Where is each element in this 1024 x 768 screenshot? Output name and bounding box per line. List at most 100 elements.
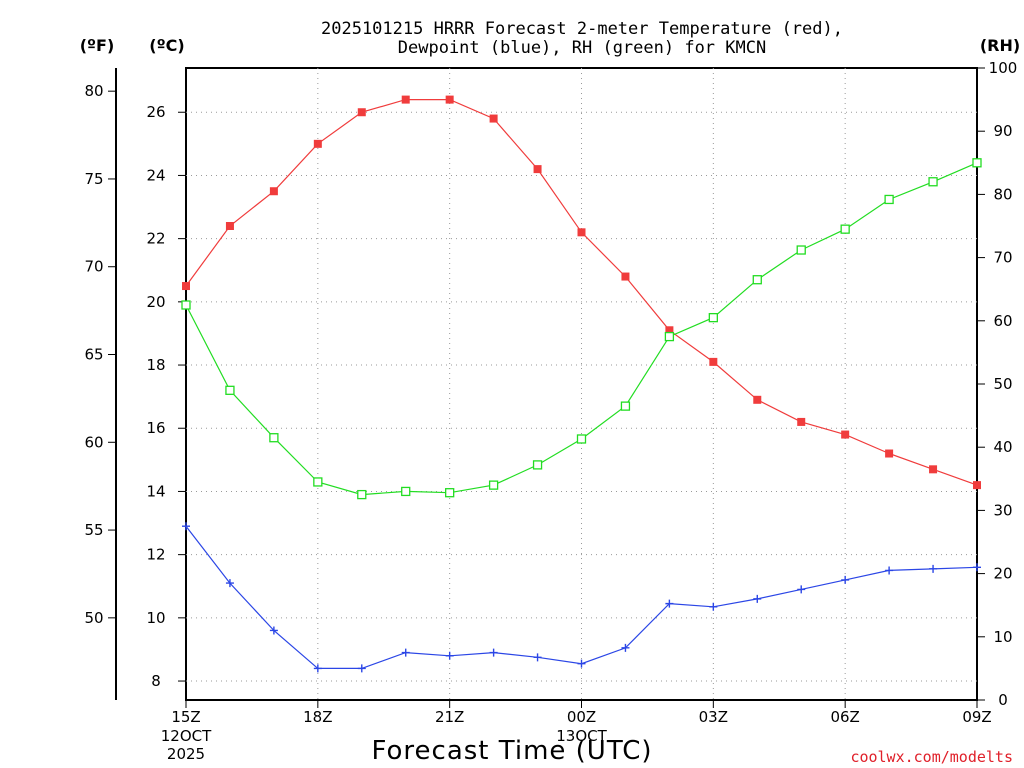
series-layer (181, 95, 982, 673)
celsius-tick-label: 8 (151, 672, 161, 690)
x-tick-label: 00Z (567, 708, 596, 726)
x-tick-year-label: 2025 (167, 745, 205, 763)
temperature-line (185, 98, 978, 486)
rh-tick-label: 60 (993, 312, 1012, 330)
rh-point (269, 433, 279, 443)
rh-tick-label: 40 (993, 438, 1012, 456)
temperature-point (577, 228, 586, 237)
celsius-tick-label: 18 (146, 356, 165, 374)
dewpoint-line (185, 525, 978, 670)
x-axis-label: Forecast Time (UTC) (371, 736, 652, 766)
fahrenheit-tick-label: 55 (84, 521, 103, 539)
fahrenheit-tick-label: 65 (84, 346, 103, 364)
rh-point (928, 177, 938, 187)
dewpoint-point (841, 575, 850, 584)
temperature-point (225, 222, 234, 230)
rh-tick-label: 70 (993, 249, 1012, 267)
celsius-tick-label: 24 (146, 166, 165, 184)
temperature-point (841, 430, 850, 439)
celsius-tick-label: 26 (146, 103, 165, 121)
fahrenheit-tick-label: 75 (84, 170, 103, 188)
rh-point (796, 245, 806, 255)
dewpoint-point (665, 599, 674, 608)
rh-tick-label: 50 (993, 375, 1012, 393)
rh-tick-label: 0 (998, 691, 1008, 709)
rh-point (972, 158, 982, 168)
temperature-point (753, 395, 762, 404)
fahrenheit-tick-label: 50 (84, 609, 103, 627)
dewpoint-point (489, 648, 498, 657)
rh-point (401, 486, 411, 497)
fahrenheit-tick-label: 60 (84, 433, 103, 451)
temperature-point (533, 165, 542, 174)
dewpoint-point (445, 651, 454, 660)
chart-title: 2025101215 HRRR Forecast 2-meter Tempera… (321, 19, 843, 39)
celsius-tick-label: 20 (146, 293, 165, 311)
dewpoint-point (973, 563, 981, 572)
dewpoint-point (929, 564, 938, 573)
temperature-point (665, 326, 674, 335)
celsius-tick-label: 16 (146, 419, 165, 437)
rh-point (532, 460, 543, 470)
x-tick-label: 09Z (962, 708, 991, 726)
dewpoint-point (797, 585, 806, 594)
rh-unit-label: (RH) (980, 36, 1020, 55)
dewpoint-point (182, 522, 190, 531)
rh-point (357, 489, 367, 500)
rh-tick-label: 20 (993, 565, 1012, 583)
rh-point (840, 224, 850, 234)
x-tick-label: 06Z (830, 708, 859, 726)
temperature-point (357, 108, 366, 117)
rh-point (752, 275, 762, 285)
celsius-unit-label: (ºC) (149, 36, 184, 55)
rh-point (576, 434, 587, 444)
credit-text: coolwx.com/modelts (850, 748, 1013, 766)
rh-point (620, 401, 631, 411)
rh-tick-label: 80 (993, 185, 1012, 203)
dewpoint-point (313, 664, 322, 673)
grid-layer (186, 68, 977, 700)
rh-point (181, 300, 191, 310)
dewpoint-point (357, 664, 366, 673)
celsius-tick-label: 14 (146, 482, 165, 500)
x-tick-date-label: 12OCT (161, 727, 212, 745)
x-tick-label: 21Z (435, 708, 464, 726)
x-tick-label: 15Z (171, 708, 200, 726)
rh-point (708, 312, 718, 323)
rh-point (313, 477, 323, 487)
rh-point (664, 331, 675, 342)
rh-point (225, 385, 235, 395)
rh-point (445, 488, 455, 498)
dewpoint-point (401, 648, 410, 657)
rh-tick-label: 30 (993, 501, 1012, 519)
x-tick-date-label: 13OCT (556, 727, 607, 745)
temperature-point (709, 357, 718, 366)
fahrenheit-tick-label: 80 (84, 82, 103, 100)
dewpoint-point (885, 566, 894, 575)
dewpoint-point (621, 643, 630, 652)
dewpoint-point (753, 594, 762, 603)
celsius-tick-label: 10 (146, 609, 165, 627)
temperature-point (621, 272, 630, 281)
dewpoint-point (709, 602, 718, 611)
rh-point (884, 194, 894, 205)
temperature-point (929, 465, 938, 474)
axis-layer: 8 10 12 14 16 18 20 22 24 26 50 55 60 65 70 75 80 0 10 20 30… (84, 59, 1017, 763)
temperature-point (401, 95, 410, 104)
x-tick-label: 18Z (303, 708, 332, 726)
temperature-point (445, 95, 454, 104)
dewpoint-point (577, 659, 586, 668)
rh-tick-label: 90 (993, 122, 1012, 140)
temperature-point (269, 187, 278, 196)
temperature-point (885, 449, 894, 458)
x-tick-label: 03Z (699, 708, 728, 726)
temperature-point (489, 114, 498, 123)
dewpoint-point (533, 653, 542, 662)
celsius-tick-label: 22 (146, 230, 165, 248)
temperature-point (797, 417, 806, 426)
temperature-point (973, 481, 981, 490)
dewpoint-point (269, 626, 278, 635)
chart-subtitle: Dewpoint (blue), RH (green) for KMCN (398, 38, 766, 58)
rh-point (488, 480, 499, 490)
